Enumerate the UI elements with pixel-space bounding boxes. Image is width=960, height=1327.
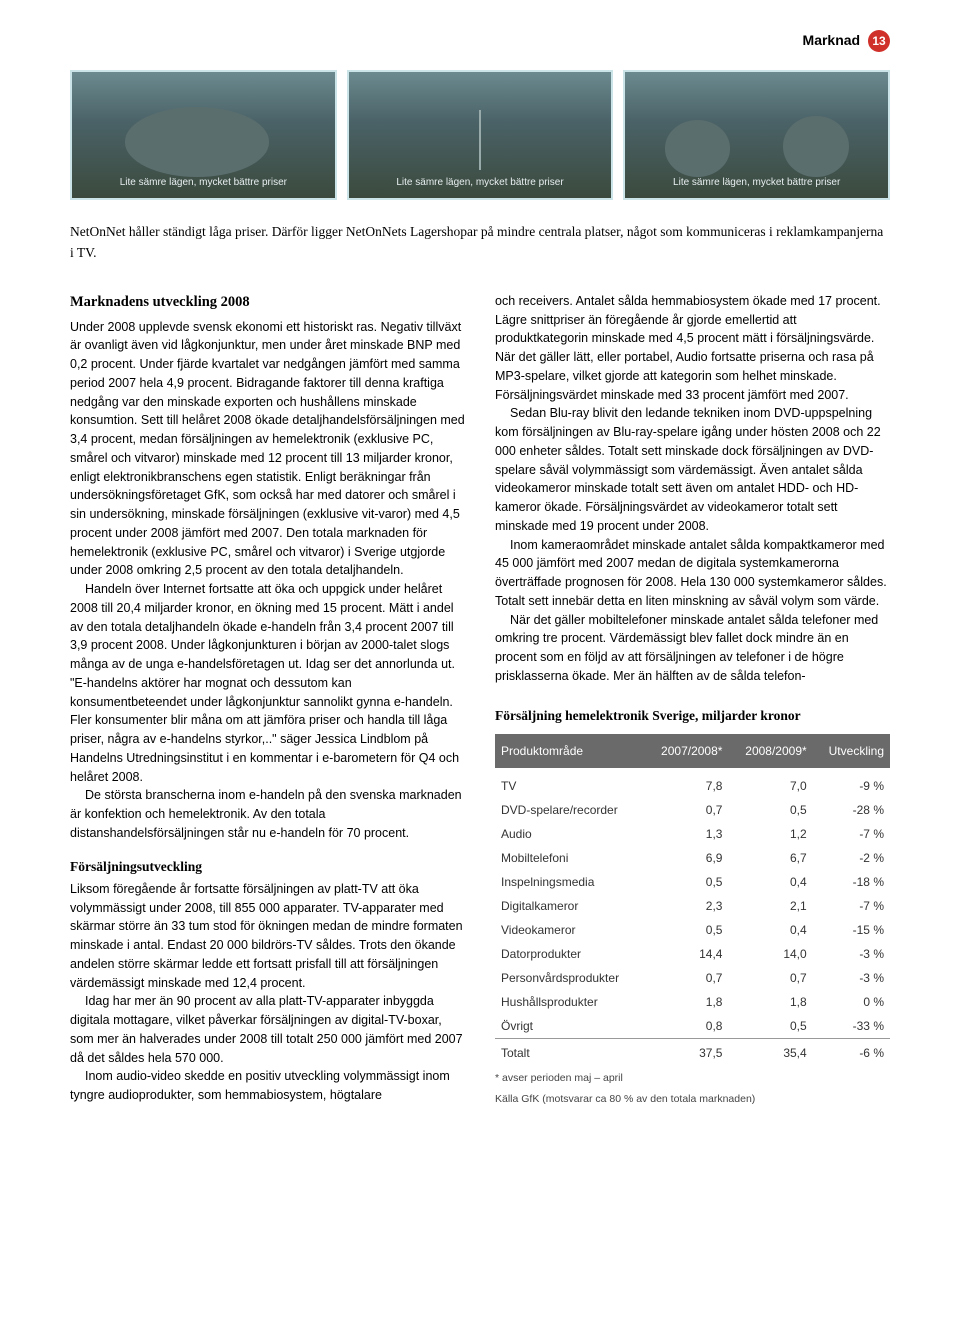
cell-2007: 0,5 — [644, 870, 728, 894]
table-footnote: * avser perioden maj – april — [495, 1071, 890, 1086]
cell-product: Personvårdsprodukter — [495, 966, 644, 990]
filmstrip: Lite sämre lägen, mycket bättre priser L… — [70, 70, 890, 200]
body-text: De största branscherna inom e-handeln på… — [70, 786, 465, 842]
table-row: Personvårdsprodukter0,70,7-3 % — [495, 966, 890, 990]
cell-change: -3 % — [813, 942, 890, 966]
cell-change: -7 % — [813, 894, 890, 918]
table-row: DVD-spelare/recorder0,70,5-28 % — [495, 798, 890, 822]
cell-2007: 6,9 — [644, 846, 728, 870]
cell-product: Mobiltelefoni — [495, 846, 644, 870]
body-text: Handeln över Internet fortsatte att öka … — [70, 580, 465, 786]
col-header: 2007/2008* — [644, 734, 728, 768]
table-row: Digitalkameror2,32,1-7 % — [495, 894, 890, 918]
cell-2008: 35,4 — [728, 1038, 812, 1065]
table-row: Datorprodukter14,414,0-3 % — [495, 942, 890, 966]
cell-2007: 2,3 — [644, 894, 728, 918]
cell-2007: 0,7 — [644, 966, 728, 990]
body-text: Inom kameraområdet minskade antalet såld… — [495, 536, 890, 611]
cell-change: -6 % — [813, 1038, 890, 1065]
cell-product: Inspelningsmedia — [495, 870, 644, 894]
body-text: och receivers. Antalet sålda hemmabiosys… — [495, 292, 890, 405]
col-header: Utveckling — [813, 734, 890, 768]
cell-2008: 0,4 — [728, 918, 812, 942]
left-column: Marknadens utveckling 2008 Under 2008 up… — [70, 292, 465, 1106]
cell-change: 0 % — [813, 990, 890, 1014]
body-text: Inom audio-video skedde en positiv utvec… — [70, 1067, 465, 1105]
cell-2008: 0,5 — [728, 798, 812, 822]
cell-change: -3 % — [813, 966, 890, 990]
cell-2008: 1,8 — [728, 990, 812, 1014]
table-row: Övrigt0,80,5-33 % — [495, 1014, 890, 1039]
cell-2007: 1,8 — [644, 990, 728, 1014]
table-row: Mobiltelefoni6,96,7-2 % — [495, 846, 890, 870]
cell-2007: 0,7 — [644, 798, 728, 822]
cell-2008: 6,7 — [728, 846, 812, 870]
film-caption: Lite sämre lägen, mycket bättre priser — [349, 175, 612, 190]
cell-product: Datorprodukter — [495, 942, 644, 966]
cell-change: -33 % — [813, 1014, 890, 1039]
cell-2007: 14,4 — [644, 942, 728, 966]
heading-marknadens-utveckling: Marknadens utveckling 2008 — [70, 292, 465, 314]
table-row: TV7,87,0-9 % — [495, 774, 890, 798]
cell-2007: 1,3 — [644, 822, 728, 846]
cell-2008: 0,7 — [728, 966, 812, 990]
body-text: Idag har mer än 90 procent av alla platt… — [70, 992, 465, 1067]
cell-product: Videokameror — [495, 918, 644, 942]
cell-2008: 1,2 — [728, 822, 812, 846]
cell-2008: 7,0 — [728, 774, 812, 798]
cell-2008: 0,5 — [728, 1014, 812, 1039]
cell-change: -7 % — [813, 822, 890, 846]
table-title: Försäljning hemelektronik Sverige, milja… — [495, 706, 890, 726]
table-total-row: Totalt37,535,4-6 % — [495, 1038, 890, 1065]
cell-product: Audio — [495, 822, 644, 846]
table-footnote: Källa GfK (motsvarar ca 80 % av den tota… — [495, 1092, 890, 1107]
col-header: 2008/2009* — [728, 734, 812, 768]
table-row: Inspelningsmedia0,50,4-18 % — [495, 870, 890, 894]
table-row: Videokameror0,50,4-15 % — [495, 918, 890, 942]
film-frame-2: Lite sämre lägen, mycket bättre priser — [347, 70, 614, 200]
film-frame-1: Lite sämre lägen, mycket bättre priser — [70, 70, 337, 200]
body-text: Liksom föregående år fortsatte försäljni… — [70, 880, 465, 993]
film-caption: Lite sämre lägen, mycket bättre priser — [72, 175, 335, 190]
cell-product: DVD-spelare/recorder — [495, 798, 644, 822]
film-frame-3: Lite sämre lägen, mycket bättre priser — [623, 70, 890, 200]
cell-product: TV — [495, 774, 644, 798]
page-header: Marknad 13 — [70, 30, 890, 52]
cell-change: -18 % — [813, 870, 890, 894]
intro-text: NetOnNet håller ständigt låga priser. Dä… — [70, 222, 890, 264]
cell-product: Digitalkameror — [495, 894, 644, 918]
cell-2007: 7,8 — [644, 774, 728, 798]
cell-2007: 0,5 — [644, 918, 728, 942]
cell-product: Övrigt — [495, 1014, 644, 1039]
body-text: När det gäller mobiltelefoner minskade a… — [495, 611, 890, 686]
cell-2007: 37,5 — [644, 1038, 728, 1065]
cell-change: -15 % — [813, 918, 890, 942]
cell-change: -9 % — [813, 774, 890, 798]
sales-table: Produktområde 2007/2008* 2008/2009* Utve… — [495, 734, 890, 1065]
cell-change: -28 % — [813, 798, 890, 822]
cell-change: -2 % — [813, 846, 890, 870]
cell-2008: 0,4 — [728, 870, 812, 894]
page-number-badge: 13 — [868, 30, 890, 52]
cell-product: Hushållsprodukter — [495, 990, 644, 1014]
film-caption: Lite sämre lägen, mycket bättre priser — [625, 175, 888, 190]
right-column: och receivers. Antalet sålda hemmabiosys… — [495, 292, 890, 1106]
section-name: Marknad — [803, 32, 861, 48]
table-row: Hushållsprodukter1,81,80 % — [495, 990, 890, 1014]
table-row: Audio1,31,2-7 % — [495, 822, 890, 846]
body-text: Under 2008 upplevde svensk ekonomi ett h… — [70, 318, 465, 581]
heading-forsaljningsutveckling: Försäljningsutveckling — [70, 857, 465, 877]
cell-2008: 14,0 — [728, 942, 812, 966]
table-header-row: Produktområde 2007/2008* 2008/2009* Utve… — [495, 734, 890, 768]
body-text: Sedan Blu-ray blivit den ledande teknike… — [495, 404, 890, 535]
cell-2008: 2,1 — [728, 894, 812, 918]
cell-2007: 0,8 — [644, 1014, 728, 1039]
col-header: Produktområde — [495, 734, 644, 768]
cell-product: Totalt — [495, 1038, 644, 1065]
